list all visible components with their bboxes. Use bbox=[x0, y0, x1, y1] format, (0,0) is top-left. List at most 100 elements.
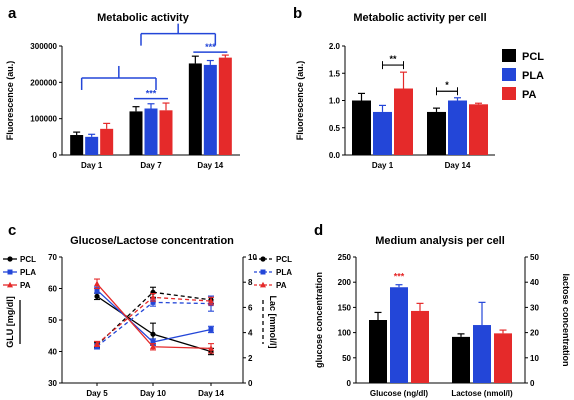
panel-letter-c: c bbox=[8, 222, 16, 239]
d-y-left-tick-label: 200 bbox=[338, 278, 352, 287]
d-significance-stars: *** bbox=[394, 272, 405, 282]
chart-title-a: Metabolic activity bbox=[97, 12, 190, 24]
y-axis-label-c-right: Lac [mmol/l] bbox=[268, 295, 278, 348]
b-significance-stars: * bbox=[445, 80, 449, 90]
c-legend-left-label-PLA: PLA bbox=[20, 268, 36, 277]
c-y-right-tick-label: 2 bbox=[248, 354, 253, 363]
b-significance-stars: ** bbox=[389, 54, 397, 64]
c-marker-PLA bbox=[150, 339, 156, 345]
c-marker-PA bbox=[94, 280, 100, 287]
c-y-right-tick-label: 10 bbox=[248, 253, 257, 262]
c-y-left-tick-label: 40 bbox=[48, 348, 57, 357]
b-x-tick-label: Day 1 bbox=[372, 161, 394, 170]
b-bar-PCL-0 bbox=[352, 100, 371, 155]
b-x-tick-label: Day 14 bbox=[445, 161, 471, 170]
c-marker-PLA bbox=[7, 269, 13, 275]
d-y-left-tick-label: 100 bbox=[338, 329, 352, 338]
d-bar-PA-1 bbox=[494, 333, 512, 383]
a-x-tick-label: Day 14 bbox=[197, 161, 223, 170]
b-legend-swatch-PLA bbox=[502, 68, 516, 81]
b-bar-PCL-1 bbox=[427, 111, 446, 155]
a-bar-PA-2 bbox=[218, 57, 232, 156]
y-axis-label-b: Fluorescence (au.) bbox=[295, 61, 305, 141]
c-legend-right-label-PCL: PCL bbox=[276, 255, 292, 264]
d-y-left-tick-label: 50 bbox=[342, 354, 351, 363]
a-x-tick-label: Day 7 bbox=[140, 161, 162, 170]
a-significance-stars: *** bbox=[146, 89, 157, 99]
b-y-tick-label: 0.0 bbox=[329, 151, 341, 160]
chart-panel-d: Medium analysis per cell 0 50 100 150 200 250 0… bbox=[314, 235, 571, 398]
y-axis-label-a: Fluorescence (au.) bbox=[5, 61, 15, 141]
c-y-right-tick-label: 0 bbox=[248, 379, 253, 388]
c-x-tick-label: Day 5 bbox=[86, 389, 108, 398]
d-y-right-tick-label: 30 bbox=[530, 303, 539, 312]
panel-letter-d: d bbox=[314, 222, 323, 239]
c-marker-PA bbox=[208, 345, 214, 351]
c-legend-right-label-PLA: PLA bbox=[276, 268, 292, 277]
c-marker-PA bbox=[94, 340, 100, 347]
d-bar-PCL-0 bbox=[369, 320, 387, 383]
a-y-tick-label: 100000 bbox=[30, 115, 57, 124]
b-legend-swatch-PA bbox=[502, 87, 516, 100]
b-legend-label-PA: PA bbox=[522, 89, 537, 101]
chart-title-c: Glucose/Lactose concentration bbox=[70, 235, 234, 247]
chart-title-d: Medium analysis per cell bbox=[375, 235, 505, 247]
c-marker-PA bbox=[7, 281, 13, 288]
d-y-right-tick-label: 40 bbox=[530, 278, 539, 287]
c-y-left-tick-label: 60 bbox=[48, 285, 57, 294]
b-y-tick-label: 1.0 bbox=[329, 97, 341, 106]
d-y-left-tick-label: 250 bbox=[338, 253, 352, 262]
d-bar-PLA-0 bbox=[390, 287, 408, 383]
c-x-tick-label: Day 10 bbox=[140, 389, 166, 398]
c-marker-PCL bbox=[150, 331, 156, 337]
y-axis-label-d-right: lactose concentration bbox=[561, 273, 571, 366]
d-bar-PLA-1 bbox=[473, 325, 491, 383]
c-legend-left-label-PA: PA bbox=[20, 281, 31, 290]
a-y-tick-label: 200000 bbox=[30, 78, 57, 87]
c-legend-right-label-PA: PA bbox=[276, 281, 287, 290]
d-x-tick-label: Glucose (ng/dl) bbox=[370, 389, 429, 398]
c-marker-PA bbox=[150, 294, 156, 300]
c-marker-PLA bbox=[150, 299, 156, 305]
a-bar-PLA-0 bbox=[85, 136, 99, 155]
c-marker-PCL bbox=[7, 256, 13, 262]
a-bar-PCL-2 bbox=[188, 63, 202, 155]
c-marker-PLA bbox=[94, 287, 100, 293]
c-marker-PA bbox=[208, 297, 214, 304]
a-significance-stars: *** bbox=[205, 42, 216, 52]
b-bar-PA-0 bbox=[394, 88, 413, 155]
b-bar-PA-1 bbox=[469, 104, 488, 155]
d-y-right-tick-label: 50 bbox=[530, 253, 539, 262]
b-bar-PLA-0 bbox=[373, 111, 392, 155]
b-legend-swatch-PCL bbox=[502, 49, 516, 62]
c-y-left-tick-label: 70 bbox=[48, 253, 57, 262]
d-bar-PA-0 bbox=[411, 310, 429, 383]
b-y-tick-label: 1.5 bbox=[329, 69, 341, 78]
a-bar-PCL-1 bbox=[129, 111, 143, 155]
d-y-right-tick-label: 20 bbox=[530, 329, 539, 338]
a-x-tick-label: Day 1 bbox=[81, 161, 103, 170]
c-x-tick-label: Day 14 bbox=[198, 389, 224, 398]
panel-letter-a: a bbox=[8, 5, 17, 22]
d-y-right-tick-label: 0 bbox=[530, 379, 535, 388]
d-x-tick-label: Lactose (nmol/l) bbox=[451, 389, 513, 398]
panel-letter-b: b bbox=[293, 5, 302, 22]
b-legend-label-PLA: PLA bbox=[522, 70, 544, 82]
c-y-left-tick-label: 30 bbox=[48, 379, 57, 388]
a-bar-PLA-2 bbox=[203, 64, 217, 155]
b-y-tick-label: 0.5 bbox=[329, 124, 341, 133]
d-y-left-tick-label: 0 bbox=[347, 379, 352, 388]
y-axis-label-c-left: GLU [mg/dl] bbox=[5, 296, 15, 348]
b-legend-label-PCL: PCL bbox=[522, 51, 544, 63]
a-bar-PA-1 bbox=[159, 110, 173, 155]
c-y-right-tick-label: 8 bbox=[248, 278, 253, 287]
d-y-right-tick-label: 10 bbox=[530, 354, 539, 363]
y-axis-label-d-left: glucose concentration bbox=[314, 272, 324, 368]
chart-panel-c: Glucose/Lactose concentration 30 40 50 60 70 0… bbox=[3, 235, 292, 398]
b-bar-PLA-1 bbox=[448, 100, 467, 155]
c-marker-PCL bbox=[260, 256, 266, 262]
a-y-tick-label: 0 bbox=[53, 151, 58, 160]
c-marker-PLA bbox=[208, 326, 214, 332]
chart-title-b: Metabolic activity per cell bbox=[353, 12, 486, 24]
